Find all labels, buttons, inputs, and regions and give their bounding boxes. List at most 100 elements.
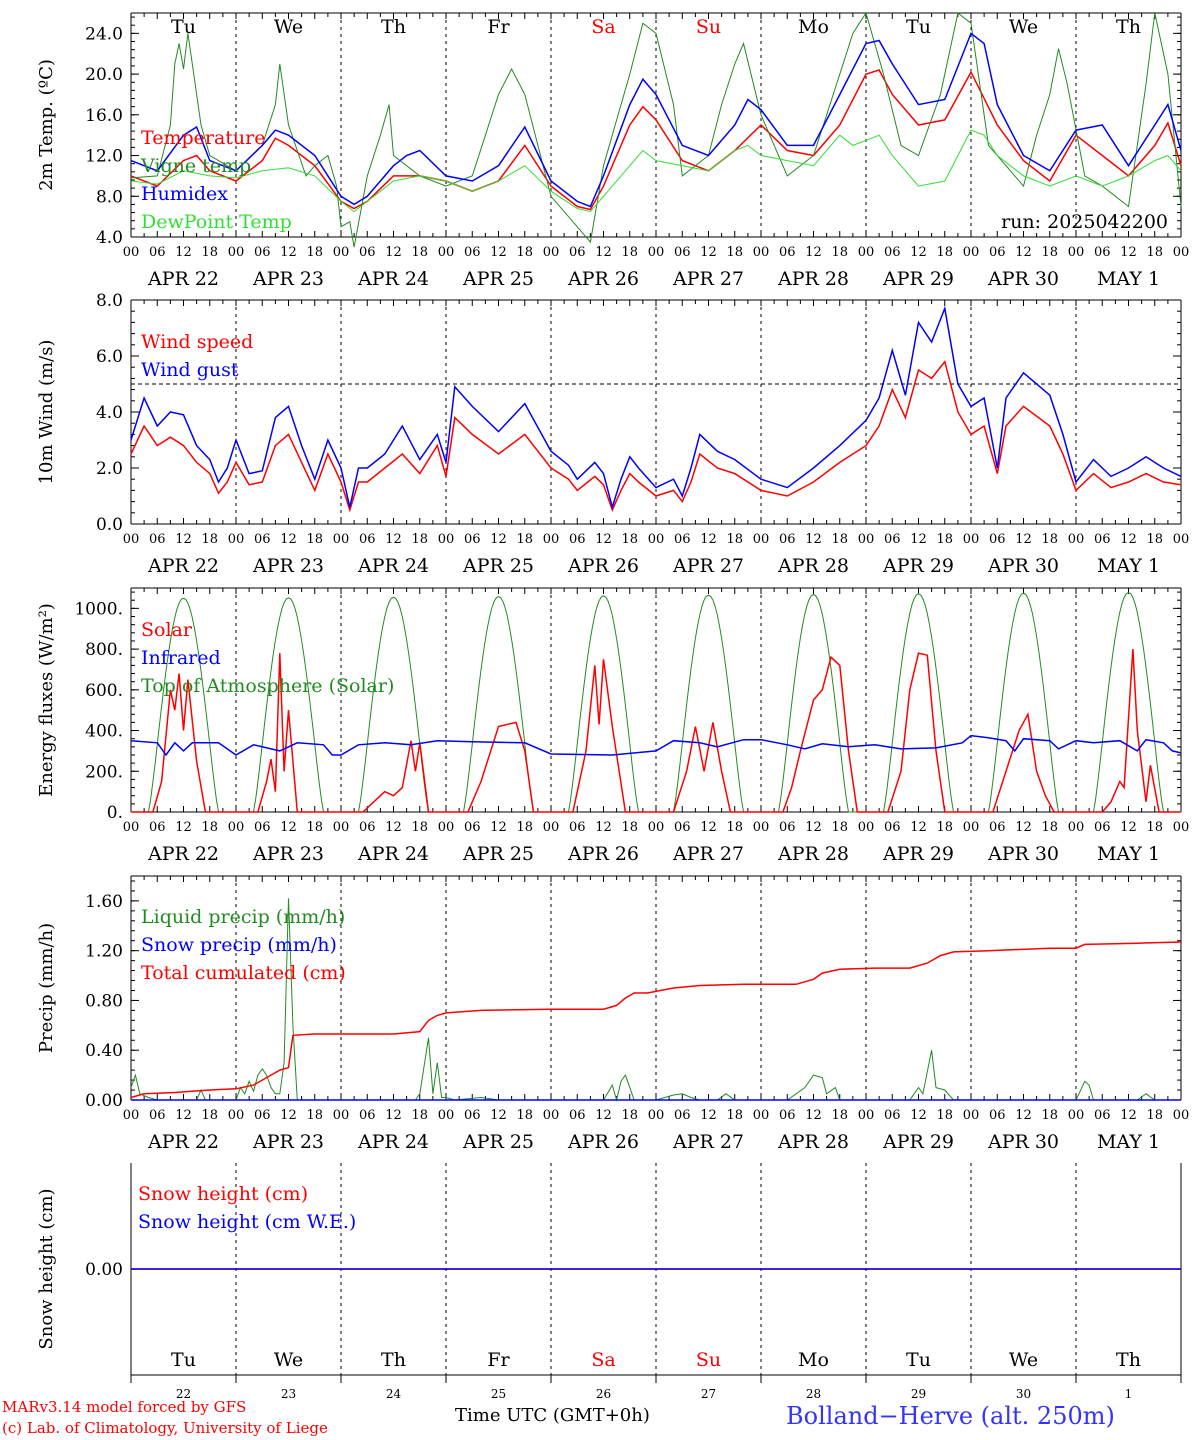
hour-tick-label: 12 xyxy=(385,1108,402,1123)
hour-tick-label: 00 xyxy=(543,245,560,260)
y-tick-label: 1.20 xyxy=(85,942,123,962)
hour-tick-label: 00 xyxy=(123,820,140,835)
hour-tick-label: 06 xyxy=(359,532,376,547)
date-label: APR 27 xyxy=(672,1131,744,1153)
legend-entry: Snow height (cm W.E.) xyxy=(138,1211,356,1233)
date-label: APR 22 xyxy=(147,268,219,290)
date-label: APR 25 xyxy=(462,555,534,577)
date-label: APR 28 xyxy=(777,1131,849,1153)
hour-tick-label: 00 xyxy=(333,245,350,260)
hour-tick-label: 12 xyxy=(175,245,192,260)
legend-entry: Snow height (cm) xyxy=(138,1183,308,1205)
date-label: APR 29 xyxy=(882,555,954,577)
date-label: APR 28 xyxy=(777,268,849,290)
hour-tick-label: 12 xyxy=(595,820,612,835)
series-total-cumulated-cm xyxy=(130,941,1182,1099)
hour-tick-label: 00 xyxy=(123,245,140,260)
hour-tick-label: 18 xyxy=(306,245,323,260)
hour-tick-label: 18 xyxy=(726,245,743,260)
day-number-label: 30 xyxy=(1016,1387,1031,1401)
hour-tick-label: 06 xyxy=(254,532,271,547)
hour-tick-label: 12 xyxy=(595,245,612,260)
hour-tick-label: 18 xyxy=(201,245,218,260)
hour-tick-label: 12 xyxy=(175,532,192,547)
hour-tick-label: 06 xyxy=(254,1108,271,1123)
station-label: Bolland−Herve (alt. 250m) xyxy=(786,1402,1115,1430)
y-tick-label: 20.0 xyxy=(85,65,123,85)
hour-tick-label: 00 xyxy=(963,1108,980,1123)
hour-tick-label: 12 xyxy=(490,1108,507,1123)
y-tick-label: 0. xyxy=(107,803,123,823)
hour-tick-label: 06 xyxy=(779,1108,796,1123)
hour-tick-label: 12 xyxy=(1015,532,1032,547)
hour-tick-label: 12 xyxy=(805,820,822,835)
hour-tick-label: 18 xyxy=(936,245,953,260)
legend-entry: DewPoint Temp xyxy=(141,211,292,233)
hour-tick-label: 12 xyxy=(700,820,717,835)
weekday-label-bottom: Mo xyxy=(798,1349,829,1371)
date-label: APR 25 xyxy=(462,843,534,865)
hour-tick-label: 00 xyxy=(753,1108,770,1123)
y-tick-label: 800. xyxy=(85,640,123,660)
weekday-label-bottom: We xyxy=(274,1349,303,1371)
hour-tick-label: 00 xyxy=(228,820,245,835)
hour-tick-label: 00 xyxy=(228,1108,245,1123)
hour-tick-label: 00 xyxy=(858,245,875,260)
hour-tick-label: 12 xyxy=(910,532,927,547)
y-axis-label: 2m Temp. (ºC) xyxy=(36,59,57,191)
weekday-label-bottom: Su xyxy=(696,1349,721,1371)
hour-tick-label: 06 xyxy=(779,245,796,260)
hour-tick-label: 00 xyxy=(123,532,140,547)
hour-tick-label: 00 xyxy=(648,820,665,835)
hour-tick-label: 18 xyxy=(201,1108,218,1123)
hour-tick-label: 12 xyxy=(385,245,402,260)
legend-entry: Infrared xyxy=(141,647,221,669)
hour-tick-label: 06 xyxy=(779,820,796,835)
weekday-label-bottom: We xyxy=(1009,1349,1038,1371)
date-label: APR 22 xyxy=(147,843,219,865)
hour-tick-label: 00 xyxy=(333,532,350,547)
day-number-label: 27 xyxy=(701,1387,716,1401)
hour-tick-label: 12 xyxy=(175,1108,192,1123)
hour-tick-label: 06 xyxy=(149,245,166,260)
hour-tick-label: 12 xyxy=(700,532,717,547)
date-label: APR 23 xyxy=(252,268,324,290)
date-label: APR 27 xyxy=(672,843,744,865)
lab-credit: (c) Lab. of Climatology, University of L… xyxy=(2,1419,328,1437)
hour-tick-label: 12 xyxy=(1120,820,1137,835)
weekday-label-top: Tu xyxy=(171,16,196,38)
hour-tick-label: 06 xyxy=(149,820,166,835)
hour-tick-label: 12 xyxy=(280,245,297,260)
y-tick-label: 8.0 xyxy=(96,291,123,311)
day-number-label: 25 xyxy=(491,1387,506,1401)
hour-tick-label: 06 xyxy=(569,532,586,547)
hour-tick-label: 18 xyxy=(621,820,638,835)
series-vigne-temp xyxy=(130,11,1182,248)
hour-tick-label: 18 xyxy=(831,245,848,260)
hour-tick-label: 06 xyxy=(569,245,586,260)
hour-tick-label: 18 xyxy=(621,1108,638,1123)
series-wind-gust xyxy=(130,305,1182,510)
date-label: APR 25 xyxy=(462,268,534,290)
hour-tick-label: 00 xyxy=(438,245,455,260)
weekday-label-top: Tu xyxy=(906,16,931,38)
y-tick-label: 4.0 xyxy=(96,228,123,248)
date-label: APR 30 xyxy=(987,268,1059,290)
date-label: APR 26 xyxy=(567,1131,639,1153)
y-axis-label: Precip (mm/h) xyxy=(36,923,57,1053)
hour-tick-label: 00 xyxy=(858,820,875,835)
weekday-label-bottom: Th xyxy=(1116,1349,1141,1371)
hour-tick-label: 06 xyxy=(359,820,376,835)
hour-tick-label: 12 xyxy=(595,1108,612,1123)
legend-entry: Solar xyxy=(141,619,193,641)
date-label: APR 30 xyxy=(987,843,1059,865)
hour-tick-label: 12 xyxy=(1120,532,1137,547)
hour-tick-label: 12 xyxy=(280,1108,297,1123)
hour-tick-label: 18 xyxy=(411,820,428,835)
y-tick-label: 12.0 xyxy=(85,147,123,167)
hour-tick-label: 12 xyxy=(490,532,507,547)
hour-tick-label: 12 xyxy=(805,245,822,260)
series-wind-speed xyxy=(130,359,1182,513)
weekday-label-bottom: Tu xyxy=(171,1349,196,1371)
hour-tick-label: 06 xyxy=(674,820,691,835)
